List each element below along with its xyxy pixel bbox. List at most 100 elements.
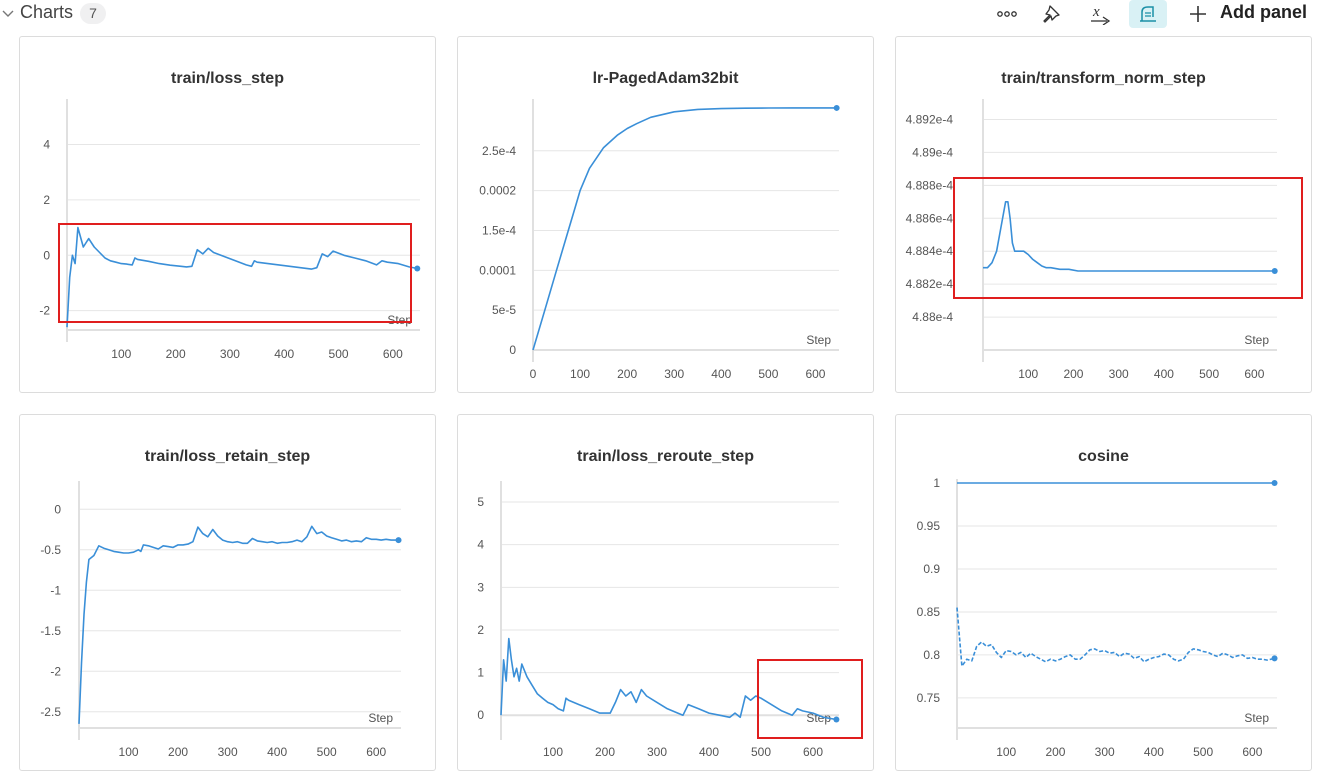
charts-section-header: Charts 7 x Add panel <box>0 0 1318 28</box>
chart-panel-loss-retain[interactable]: train/loss_retain_step -2.5 -2 -1.5 -1 -0.5 0… <box>19 414 436 771</box>
x-axis-label: Step <box>1244 711 1269 725</box>
x-tick-label: 400 <box>711 367 731 381</box>
y-tick-label: 4.88e-4 <box>912 310 953 324</box>
x-tick-label: 600 <box>383 347 403 361</box>
x-tick-label: 300 <box>218 745 238 759</box>
y-tick-label: -2.5 <box>40 705 61 719</box>
y-tick-label: 5e-5 <box>492 303 516 317</box>
y-tick-label: 4.89e-4 <box>912 145 953 159</box>
chart-plot: 0 1 2 3 4 5 100 200 300 400 500 600 Step <box>477 481 840 759</box>
y-tick-label: -2 <box>39 304 50 318</box>
x-axis-label: Step <box>806 333 831 347</box>
style-toggle-button[interactable] <box>1129 0 1167 28</box>
x-tick-label: 300 <box>220 347 240 361</box>
chart-panel-lr-pagedadam[interactable]: lr-PagedAdam32bit 0 5e-5 0.0001 1.5e-4 0.000… <box>457 36 874 393</box>
x-tick-label: 300 <box>647 745 667 759</box>
y-tick-label: 4.882e-4 <box>906 277 954 291</box>
y-tick-label: 0.75 <box>917 691 941 705</box>
chevron-down-icon[interactable] <box>2 3 14 23</box>
series-endpoint <box>833 104 840 111</box>
chart-panel-loss-step[interactable]: train/loss_step -2 0 2 4 100 200 300 400 500 600 S… <box>19 36 436 393</box>
x-tick-label: 200 <box>617 367 637 381</box>
section-title[interactable]: Charts <box>20 2 74 22</box>
svg-text:x: x <box>1092 4 1100 20</box>
series-line <box>66 226 418 328</box>
chart-title: train/transform_norm_step <box>1001 70 1206 87</box>
x-tick-label: 400 <box>1154 367 1174 381</box>
x-tick-label: 400 <box>274 347 294 361</box>
y-tick-label: 2.5e-4 <box>482 144 516 158</box>
y-tick-label: 4 <box>43 138 50 152</box>
highlight-box-loss-reroute <box>757 659 863 739</box>
chart-plot: -2 0 2 4 100 200 300 400 500 600 Step <box>39 99 421 361</box>
more-icon <box>997 11 1017 17</box>
y-tick-label: 3 <box>477 580 484 594</box>
chart-panel-transform-norm[interactable]: train/transform_norm_step 4.88e-4 4.882e-… <box>895 36 1312 393</box>
y-tick-label: -2 <box>50 664 61 678</box>
pin-button[interactable] <box>1037 0 1065 28</box>
add-panel-button[interactable]: Add panel <box>1220 2 1308 22</box>
chart-title: lr-PagedAdam32bit <box>592 70 739 87</box>
y-tick-label: 2 <box>43 193 50 207</box>
x-tick-label: 600 <box>805 367 825 381</box>
x-tick-label: 400 <box>699 745 719 759</box>
expression-button[interactable]: x <box>1086 0 1114 28</box>
chart-plot: 4.88e-4 4.882e-4 4.884e-4 4.886e-4 4.888e-4 4… <box>906 99 1278 381</box>
y-tick-label: 0.0001 <box>479 263 516 277</box>
chart-plot: -2.5 -2 -1.5 -1 -0.5 0 100 200 300 400 500 600 Step <box>40 481 402 759</box>
x-axis-label: Step <box>1244 333 1269 347</box>
chart-plot: 0 5e-5 0.0001 1.5e-4 0.0002 2.5e-4 0 100 200 300 4… <box>479 99 840 381</box>
x-tick-label: 300 <box>664 367 684 381</box>
paint-icon <box>1140 6 1156 22</box>
series-endpoint <box>414 265 421 272</box>
y-tick-label: 0.9 <box>923 562 940 576</box>
series-endpoint <box>1271 480 1278 486</box>
x-tick-label: 600 <box>1242 745 1262 759</box>
chart-title: train/loss_reroute_step <box>577 448 754 465</box>
series-line <box>983 201 1275 272</box>
add-panel-plus[interactable] <box>1186 0 1210 28</box>
series-endpoint <box>833 716 840 723</box>
y-tick-label: 1 <box>933 476 940 490</box>
panel-count-badge: 7 <box>80 3 106 24</box>
function-icon: x <box>1091 4 1111 25</box>
y-tick-label: 4.888e-4 <box>906 178 954 192</box>
x-tick-label: 100 <box>1018 367 1038 381</box>
x-axis-label: Step <box>806 711 831 725</box>
x-tick-label: 500 <box>317 745 337 759</box>
x-tick-label: 100 <box>996 745 1016 759</box>
y-tick-label: 0 <box>509 343 516 357</box>
x-tick-label: 500 <box>1199 367 1219 381</box>
y-tick-label: 0 <box>43 248 50 262</box>
chart-title: train/loss_step <box>171 70 284 87</box>
x-tick-label: 100 <box>543 745 563 759</box>
x-tick-label: 400 <box>1144 745 1164 759</box>
y-tick-label: -0.5 <box>40 543 61 557</box>
series-endpoint <box>1271 655 1278 662</box>
x-tick-label: 600 <box>803 745 823 759</box>
x-tick-label: 500 <box>751 745 771 759</box>
x-axis-label: Step <box>368 711 393 725</box>
y-tick-label: 4.886e-4 <box>906 211 954 225</box>
y-tick-label: 0.0002 <box>479 184 516 198</box>
y-tick-label: -1.5 <box>40 624 61 638</box>
x-tick-label: 100 <box>570 367 590 381</box>
x-tick-label: 0 <box>530 367 537 381</box>
y-tick-label: 1.5e-4 <box>482 223 516 237</box>
chart-title: train/loss_retain_step <box>144 448 311 465</box>
more-options-button[interactable] <box>993 0 1021 28</box>
y-tick-label: 0 <box>477 708 484 722</box>
chart-panel-loss-reroute[interactable]: train/loss_reroute_step 0 1 2 3 4 5 100 200 300 4… <box>457 414 874 771</box>
series-endpoint <box>1271 267 1278 274</box>
series-endpoint <box>395 537 402 544</box>
chart-panel-cosine[interactable]: cosine 0.75 0.8 0.85 0.9 0.95 1 100 200 300 400 50… <box>895 414 1312 771</box>
series-line <box>500 637 837 721</box>
series-line <box>532 107 837 351</box>
chart-plot: 0.75 0.8 0.85 0.9 0.95 1 100 200 300 400 500 600 Ste… <box>917 476 1278 759</box>
y-tick-label: 0.8 <box>923 648 940 662</box>
x-tick-label: 200 <box>595 745 615 759</box>
x-tick-label: 200 <box>1063 367 1083 381</box>
y-tick-label: 0.85 <box>917 605 941 619</box>
x-tick-label: 200 <box>168 745 188 759</box>
x-tick-label: 300 <box>1095 745 1115 759</box>
